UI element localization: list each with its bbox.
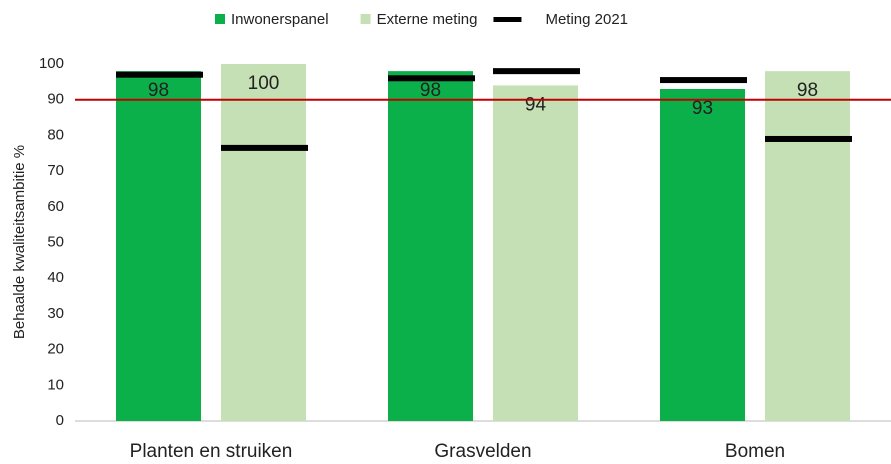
y-tick-label: 80	[47, 126, 64, 143]
x-tick-label: Bomen	[725, 441, 785, 462]
y-tick-label: 70	[47, 162, 64, 179]
y-tick-label: 10	[47, 376, 64, 393]
meting-2021-marker	[388, 75, 475, 82]
bar	[493, 85, 578, 422]
data-label: 98	[797, 80, 818, 101]
legend-label: Inwonerspanel	[231, 11, 329, 28]
data-label: 94	[525, 94, 547, 115]
data-label: 98	[420, 80, 441, 101]
legend-swatch	[360, 14, 371, 24]
bar	[221, 64, 306, 421]
meting-2021-marker	[660, 77, 747, 84]
y-axis-label: Behaalde kwaliteitsambitie %	[11, 145, 28, 339]
meting-2021-marker	[116, 71, 203, 78]
y-tick-label: 40	[47, 269, 64, 286]
meting-2021-marker	[221, 144, 308, 151]
meting-2021-marker	[765, 135, 852, 142]
bar	[116, 71, 201, 421]
x-tick-label: Planten en struiken	[130, 441, 293, 462]
data-label: 98	[148, 80, 169, 101]
y-tick-label: 60	[47, 198, 64, 215]
y-tick-label: 100	[39, 55, 64, 72]
y-tick-label: 50	[47, 233, 64, 250]
bar	[660, 88, 745, 422]
data-label: 93	[692, 98, 713, 119]
y-tick-label: 90	[47, 91, 64, 108]
bar	[765, 71, 850, 421]
y-tick-label: 20	[47, 341, 64, 358]
meting-2021-marker	[493, 68, 580, 75]
x-tick-label: Grasvelden	[434, 441, 531, 462]
bar	[388, 71, 473, 421]
data-label: 100	[248, 73, 280, 94]
legend-label: Meting 2021	[545, 11, 628, 28]
y-tick-label: 30	[47, 305, 64, 322]
legend-swatch	[215, 14, 225, 24]
legend-swatch	[493, 17, 522, 22]
legend-label: Externe meting	[377, 11, 478, 28]
y-tick-label: 0	[56, 412, 64, 429]
